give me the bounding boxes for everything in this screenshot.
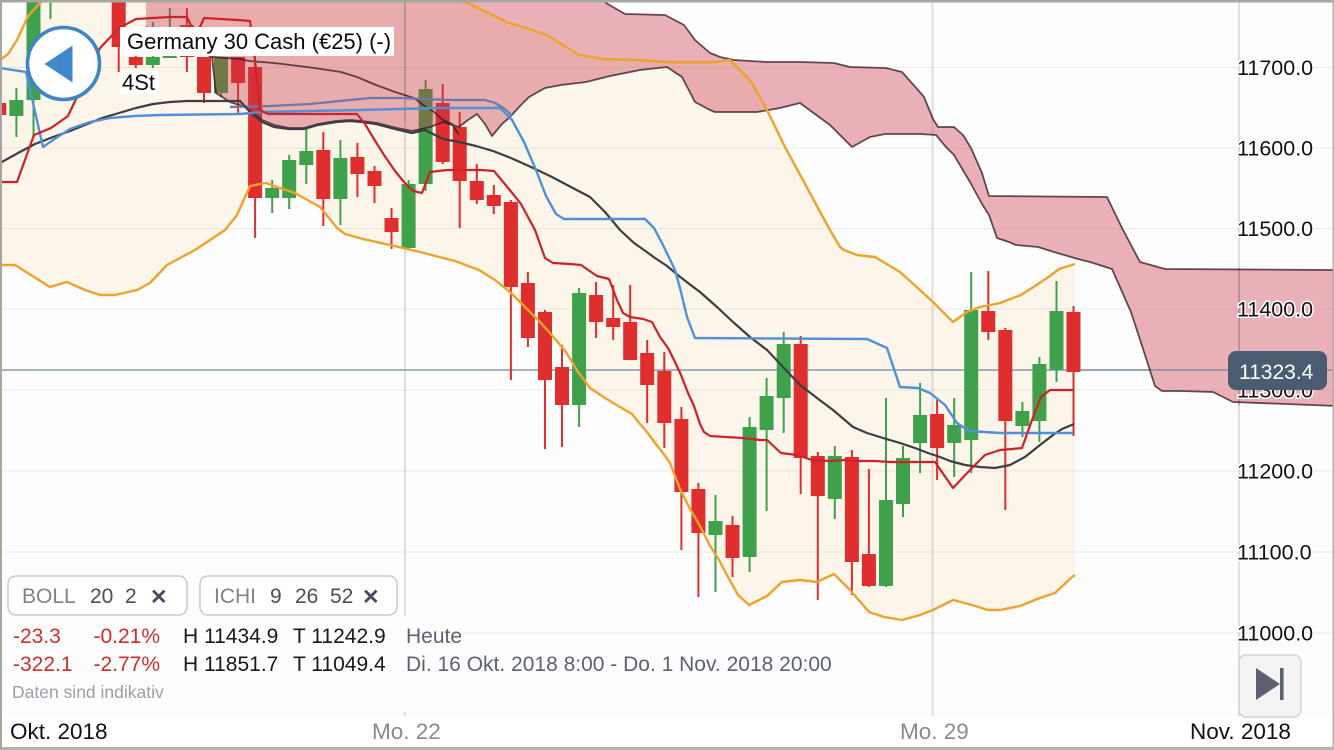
svg-text:Okt. 2018: Okt. 2018 [10, 719, 108, 744]
svg-text:✕: ✕ [150, 586, 168, 609]
svg-text:Di. 16 Okt. 2018 8:00 - Do. 1: Di. 16 Okt. 2018 8:00 - Do. 1 Nov. 2018 … [406, 653, 832, 676]
svg-text:11200.0: 11200.0 [1237, 460, 1313, 484]
svg-text:11000.0: 11000.0 [1237, 622, 1313, 646]
svg-text:-2.77%: -2.77% [93, 653, 160, 676]
svg-text:-23.3: -23.3 [13, 625, 61, 648]
svg-text:Daten sind indikativ: Daten sind indikativ [12, 682, 164, 702]
svg-text:11700.0: 11700.0 [1237, 56, 1313, 80]
svg-text:H 11434.9: H 11434.9 [183, 625, 278, 648]
svg-text:Mo. 29: Mo. 29 [900, 719, 969, 744]
svg-text:2: 2 [125, 585, 137, 608]
svg-text:11600.0: 11600.0 [1237, 137, 1313, 161]
svg-text:-0.21%: -0.21% [93, 625, 160, 648]
svg-text:H 11851.7: H 11851.7 [183, 653, 278, 676]
svg-text:Heute: Heute [406, 625, 462, 648]
svg-text:Mo. 22: Mo. 22 [372, 719, 441, 744]
svg-text:52: 52 [330, 585, 353, 608]
svg-text:9: 9 [270, 585, 282, 608]
svg-text:BOLL: BOLL [22, 585, 76, 608]
svg-text:T 11242.9: T 11242.9 [293, 625, 386, 648]
svg-text:-322.1: -322.1 [13, 653, 73, 676]
svg-text:11400.0: 11400.0 [1237, 298, 1313, 322]
svg-text:20: 20 [90, 585, 113, 608]
svg-text:✕: ✕ [362, 586, 380, 609]
svg-text:11323.4: 11323.4 [1239, 361, 1314, 384]
svg-text:11500.0: 11500.0 [1237, 217, 1313, 241]
svg-text:4St: 4St [122, 70, 155, 95]
svg-text:Germany 30 Cash (€25) (-): Germany 30 Cash (€25) (-) [127, 29, 391, 54]
svg-text:26: 26 [295, 585, 318, 608]
svg-text:Nov. 2018: Nov. 2018 [1190, 719, 1291, 744]
svg-text:T 11049.4: T 11049.4 [293, 653, 386, 676]
svg-text:ICHI: ICHI [214, 585, 256, 608]
svg-text:11100.0: 11100.0 [1237, 541, 1312, 565]
